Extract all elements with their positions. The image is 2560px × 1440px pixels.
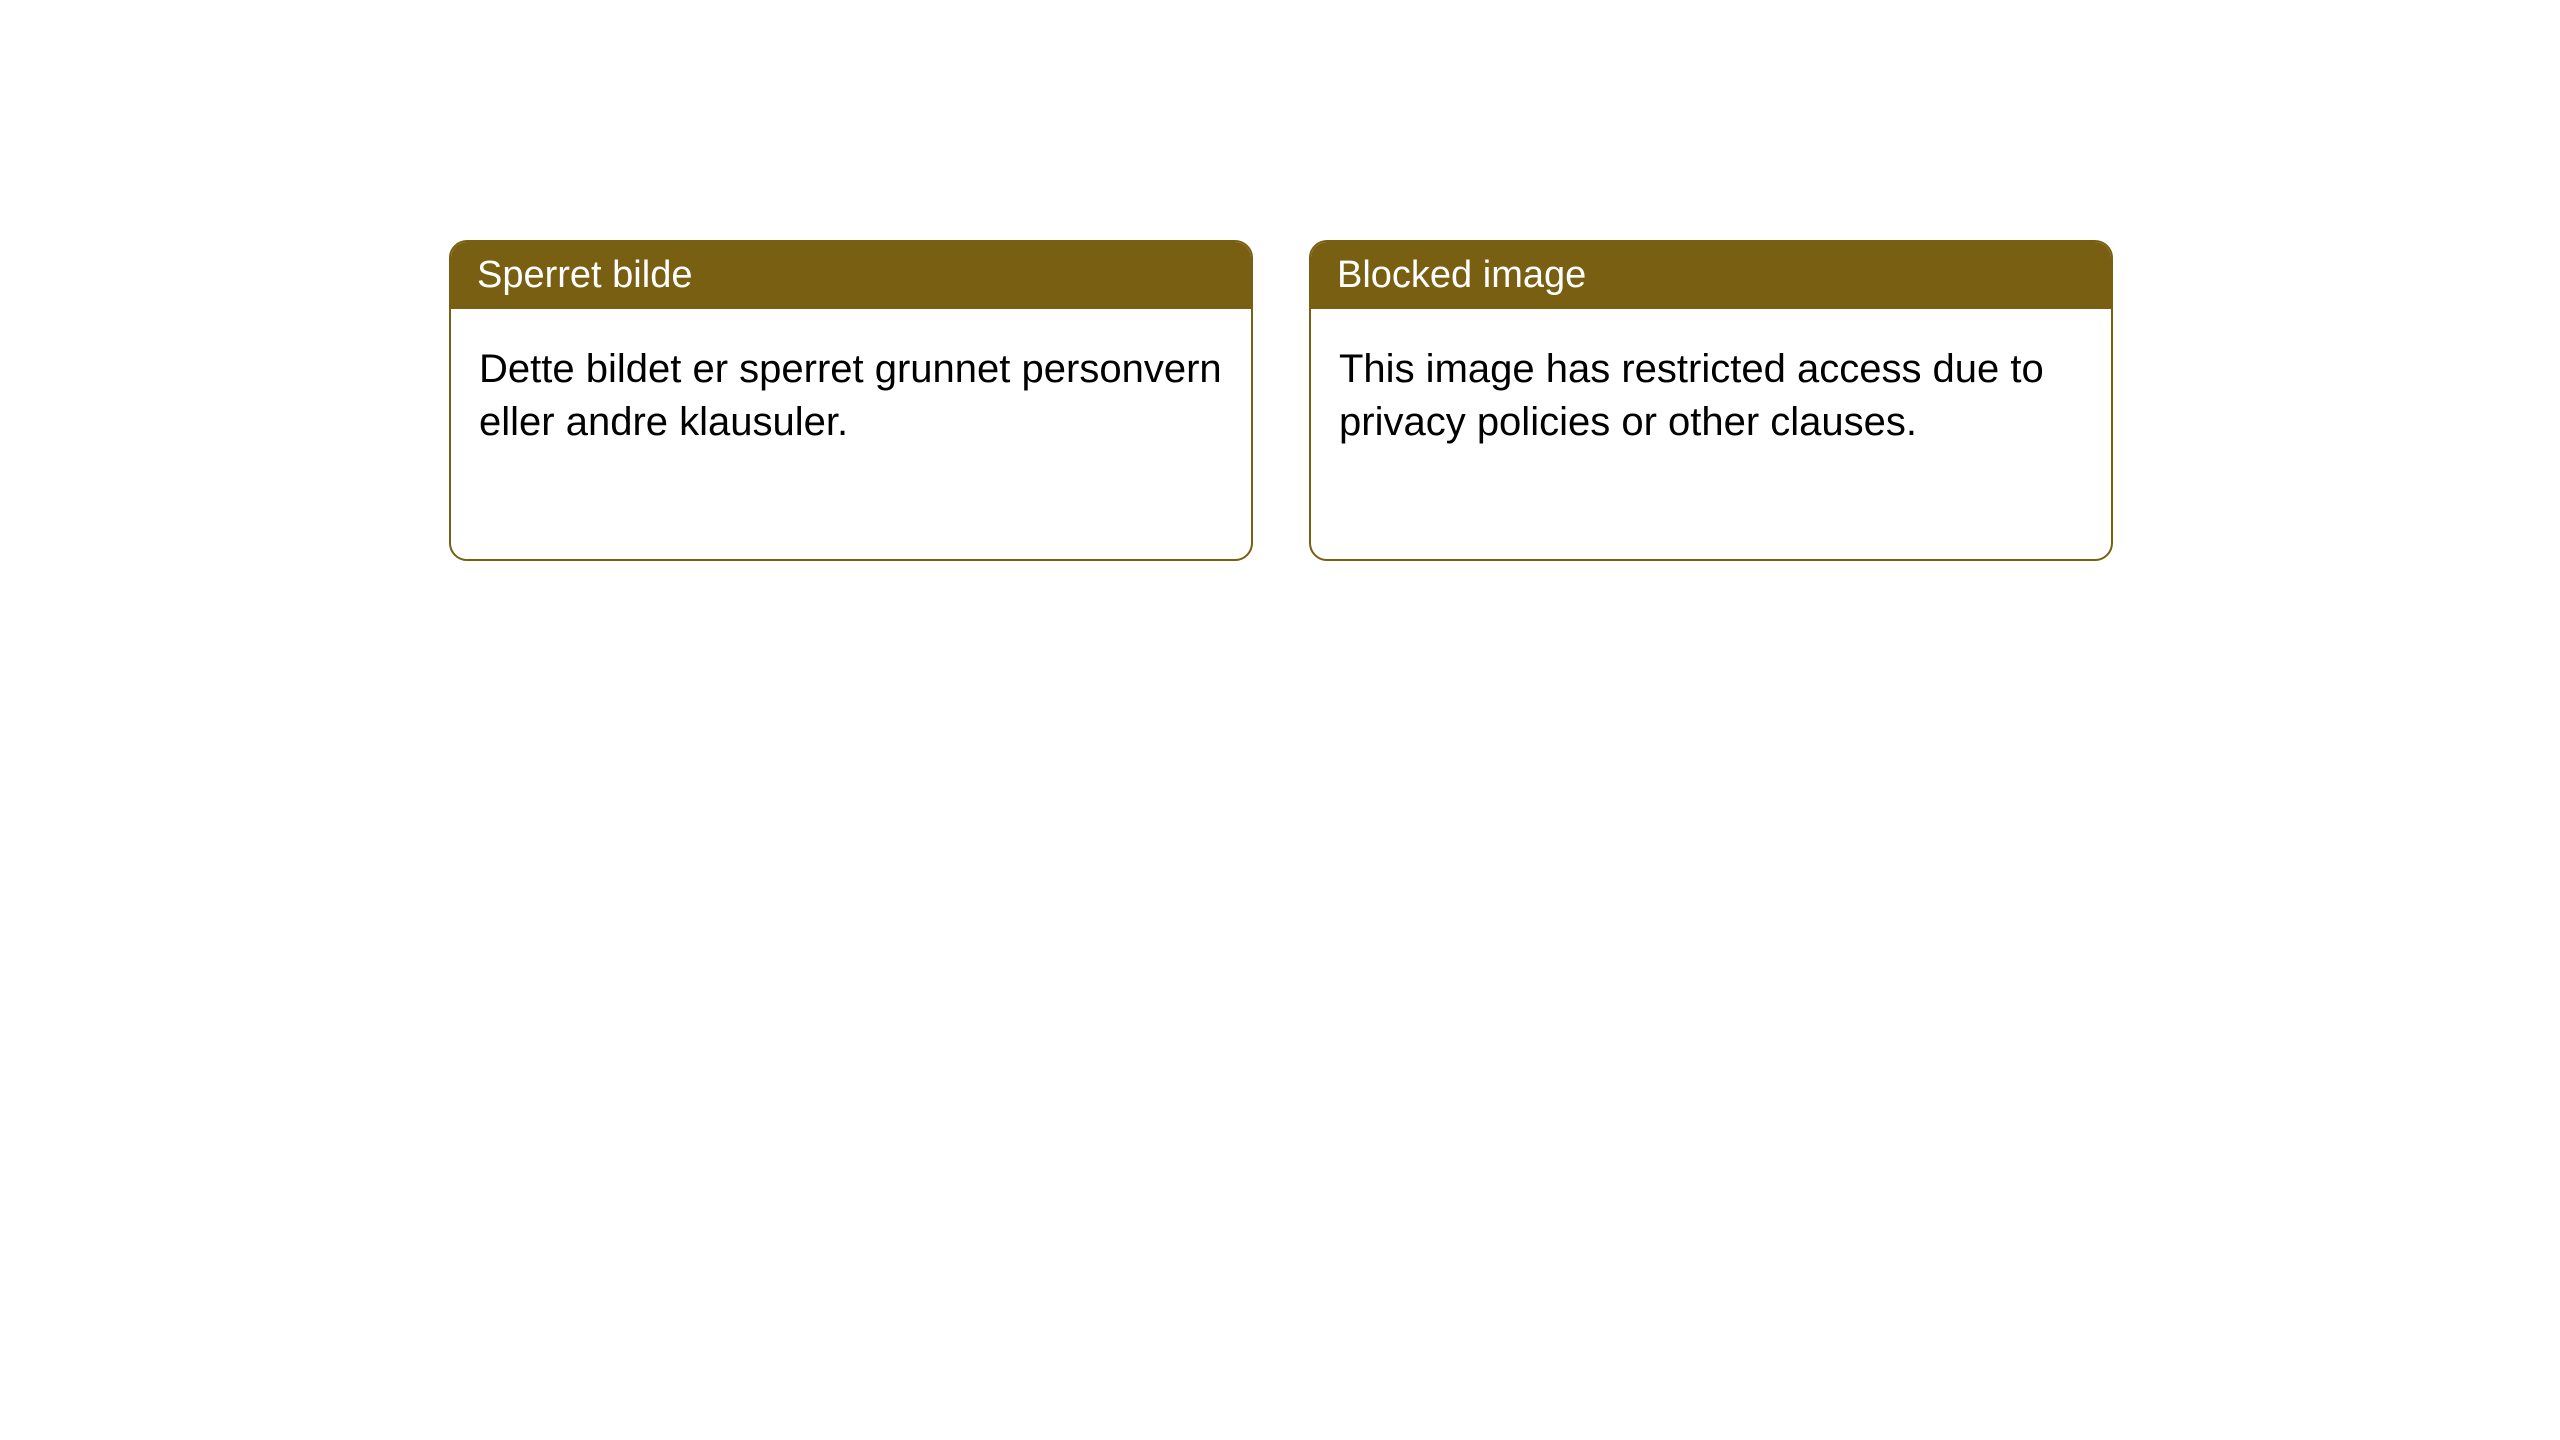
card-body-no: Dette bildet er sperret grunnet personve… [451,309,1251,559]
blocked-image-card-no: Sperret bilde Dette bildet er sperret gr… [449,240,1253,561]
card-title-en: Blocked image [1337,254,1586,296]
blocked-image-notices: Sperret bilde Dette bildet er sperret gr… [449,240,2113,561]
card-title-no: Sperret bilde [477,254,692,296]
card-message-en: This image has restricted access due to … [1339,347,2044,444]
card-header-no: Sperret bilde [451,242,1251,309]
card-body-en: This image has restricted access due to … [1311,309,2111,559]
blocked-image-card-en: Blocked image This image has restricted … [1309,240,2113,561]
card-message-no: Dette bildet er sperret grunnet personve… [479,347,1222,444]
card-header-en: Blocked image [1311,242,2111,309]
